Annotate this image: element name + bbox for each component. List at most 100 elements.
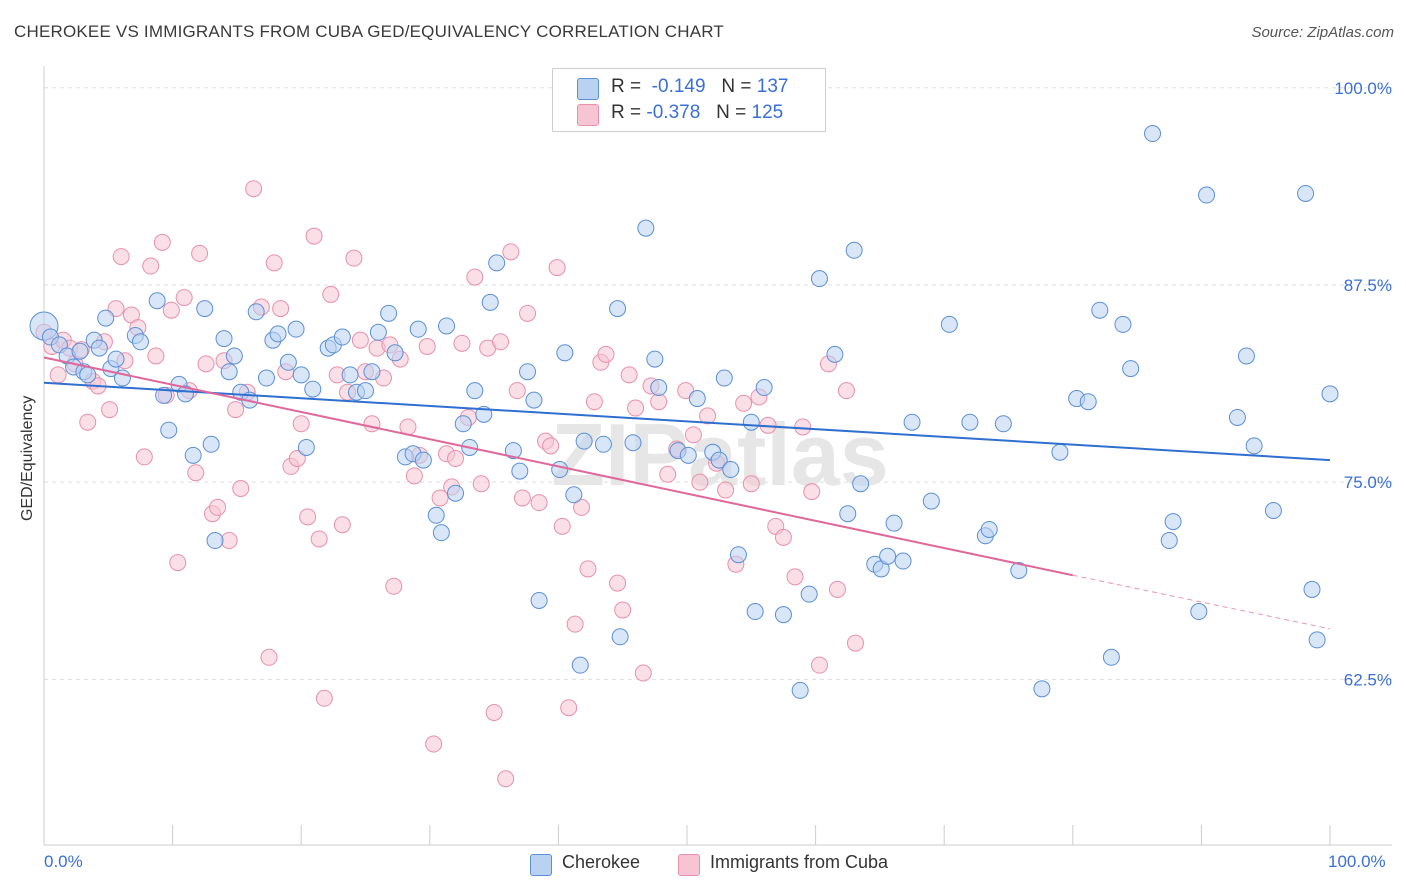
trend-lines <box>43 356 1331 630</box>
data-point-cherokee <box>155 386 173 404</box>
legend-swatch-cherokee <box>577 78 599 100</box>
data-point-cherokee <box>279 353 297 371</box>
data-point-cuba <box>513 489 531 507</box>
data-point-cuba <box>385 577 403 595</box>
axes <box>43 66 1392 846</box>
y-tick-label: 100.0% <box>1334 79 1392 98</box>
data-point-cherokee <box>131 333 149 351</box>
data-point-cuba <box>322 285 340 303</box>
data-point-cherokee <box>148 292 166 310</box>
data-point-cherokee <box>575 432 593 450</box>
data-point-cuba <box>292 415 310 433</box>
y-tick-label: 75.0% <box>1344 473 1392 492</box>
data-point-cuba <box>502 243 520 261</box>
data-point-cuba <box>717 481 735 499</box>
data-point-cherokee <box>1198 186 1216 204</box>
data-point-cherokee <box>225 347 243 365</box>
trendline-cuba <box>43 356 1074 577</box>
data-point-cuba <box>492 333 510 351</box>
data-point-cuba <box>472 475 490 493</box>
data-point-cuba <box>310 530 328 548</box>
data-point-cuba <box>794 418 812 436</box>
data-point-cherokee <box>556 344 574 362</box>
data-point-cherokee <box>511 462 529 480</box>
data-point-cuba <box>614 601 632 619</box>
trendline-cherokee <box>43 381 1331 462</box>
data-point-cherokee <box>454 415 472 433</box>
data-point-cuba <box>272 300 290 318</box>
data-point-cuba <box>49 366 67 384</box>
data-point-cherokee <box>160 421 178 439</box>
data-point-cherokee <box>903 413 921 431</box>
data-point-cherokee <box>247 303 265 321</box>
legend-r-value: -0.149 <box>651 76 706 97</box>
legend-swatch-cuba <box>577 104 599 126</box>
data-point-cherokee <box>206 532 224 550</box>
data-point-cuba <box>485 703 503 721</box>
data-point-cherokee <box>297 438 315 456</box>
trendline-cuba-extension <box>1072 574 1331 630</box>
data-point-cuba <box>650 393 668 411</box>
data-point-cherokee <box>940 315 958 333</box>
data-point-cherokee <box>220 363 238 381</box>
data-point-cuba <box>418 337 436 355</box>
data-point-cherokee <box>845 241 863 259</box>
y-tick-label: 62.5% <box>1344 670 1392 689</box>
data-point-cherokee <box>839 505 857 523</box>
legend-r-label: R = <box>611 102 642 123</box>
data-point-cherokee <box>1264 502 1282 520</box>
data-point-cherokee <box>1079 393 1097 411</box>
data-point-cherokee <box>1051 443 1069 461</box>
data-point-cuba <box>677 382 695 400</box>
source-label: Source: ZipAtlas.com <box>1251 24 1394 41</box>
data-point-cuba <box>566 615 584 633</box>
data-point-cherokee <box>1245 437 1263 455</box>
data-point-cuba <box>153 233 171 251</box>
data-point-cherokee <box>215 330 233 348</box>
x-tick-left: 0.0% <box>44 852 83 871</box>
data-point-cherokee <box>333 328 351 346</box>
data-point-cuba <box>466 268 484 286</box>
data-point-cherokee <box>637 219 655 237</box>
series-cherokee <box>29 125 1339 699</box>
data-point-cherokee <box>257 369 275 387</box>
data-point-cherokee <box>551 461 569 479</box>
data-point-cuba <box>828 580 846 598</box>
data-point-cherokee <box>1237 347 1255 365</box>
data-point-cuba <box>497 770 515 788</box>
data-point-cuba <box>197 355 215 373</box>
data-point-cherokee <box>755 379 773 397</box>
data-point-cherokee <box>722 461 740 479</box>
data-point-cherokee <box>304 380 322 398</box>
bottom-legend-label-cherokee: Cherokee <box>562 852 641 872</box>
data-point-cuba <box>453 334 471 352</box>
data-point-cuba <box>810 656 828 674</box>
legend: R = -0.149 N = 137 R = -0.378 N = 125 <box>552 68 826 132</box>
data-point-cherokee <box>774 606 792 624</box>
data-point-cuba <box>187 464 205 482</box>
data-point-cherokee <box>97 309 115 327</box>
data-point-cuba <box>786 568 804 586</box>
data-point-cherokee <box>269 325 287 343</box>
data-point-cherokee <box>363 363 381 381</box>
data-point-cherokee <box>885 514 903 532</box>
data-point-cuba <box>597 345 615 363</box>
data-point-cherokee <box>409 320 427 338</box>
data-point-cuba <box>774 528 792 546</box>
data-point-cuba <box>447 450 465 467</box>
data-point-cherokee <box>1091 301 1109 319</box>
data-point-cherokee <box>609 300 627 318</box>
data-point-cuba <box>333 516 351 534</box>
data-point-cherokee <box>438 317 456 335</box>
data-point-cherokee <box>488 254 506 272</box>
data-point-cherokee <box>710 451 728 469</box>
data-point-cuba <box>431 489 449 507</box>
data-point-cuba <box>425 735 443 753</box>
data-point-cherokee <box>679 446 697 464</box>
data-point-cuba <box>363 415 381 433</box>
bottom-legend-swatch-cherokee <box>530 854 552 876</box>
data-point-cuba <box>299 508 317 526</box>
data-point-cuba <box>742 475 760 493</box>
data-point-cherokee <box>414 451 432 469</box>
data-point-cherokee <box>594 435 612 453</box>
